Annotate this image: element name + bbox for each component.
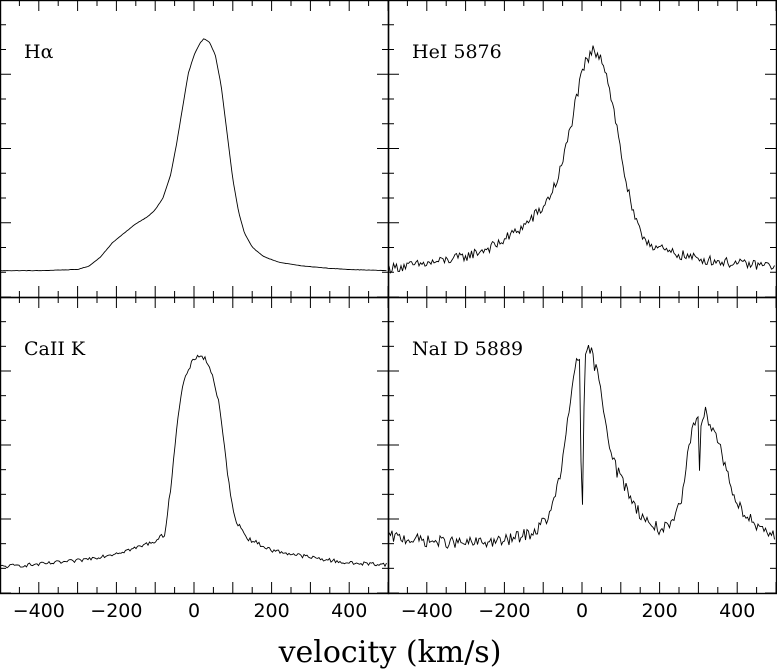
panel-label: NaI D 5889 <box>412 338 523 360</box>
panel-1: Hα <box>0 0 390 299</box>
series-line <box>0 354 387 569</box>
panel-label: CaII K <box>24 338 86 360</box>
x-tick-label: −200 <box>478 600 530 622</box>
x-tick-label: −200 <box>90 600 142 622</box>
x-tick-label: 0 <box>576 600 588 622</box>
x-axis-label: velocity (km/s) <box>278 635 502 670</box>
panel-4: NaI D 5889 −400 −200 0 200 400 <box>387 296 777 622</box>
x-tick-label: −400 <box>13 600 65 622</box>
panel-label: HeI 5876 <box>412 41 502 63</box>
x-tick-label: 400 <box>331 600 367 622</box>
x-tick-label: 400 <box>719 600 755 622</box>
panel-label: Hα <box>24 41 54 63</box>
series-line <box>388 344 775 549</box>
series-line <box>0 38 387 272</box>
x-tick-label: 0 <box>188 600 200 622</box>
panel-frame <box>0 0 390 299</box>
panel-3: CaII K −400 −200 0 200 400 <box>0 296 390 622</box>
x-tick-label: 200 <box>253 600 289 622</box>
series-line <box>388 45 775 274</box>
panel-2: HeI 5876 <box>387 0 777 299</box>
x-tick-label: −400 <box>401 600 453 622</box>
x-tick-label: 200 <box>641 600 677 622</box>
